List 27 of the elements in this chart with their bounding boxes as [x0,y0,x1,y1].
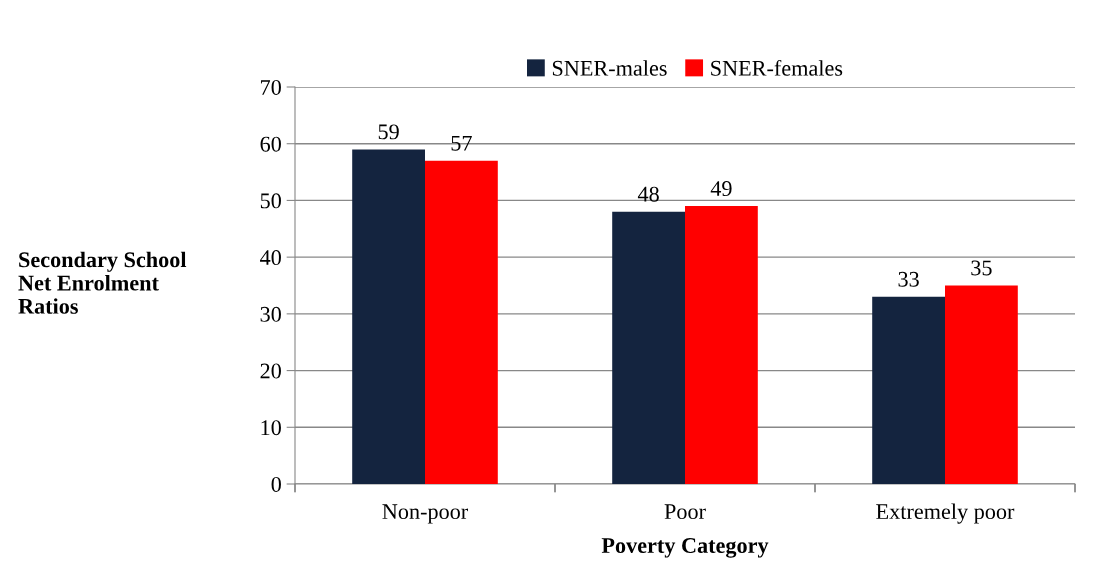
bar [425,160,498,484]
y-tick-label: 0 [271,476,281,492]
y-tick-label: 30 [260,306,281,322]
legend-label: SNER-males [552,60,667,76]
bar [685,206,758,484]
data-label: 35 [971,260,992,276]
x-tick-label: Poor [664,504,706,520]
bar [872,296,945,484]
y-tick-label: 60 [260,136,281,152]
bar [612,211,685,484]
data-label: 59 [378,124,399,140]
legend-label: SNER-females [711,59,843,76]
x-tick-label: Extremely poor [876,503,1015,524]
data-label: 33 [898,271,919,287]
data-label: 49 [710,181,732,197]
data-label: 48 [637,186,659,202]
y-tick-label: 50 [260,193,281,209]
x-axis-title: Poverty Category [601,538,769,558]
y-tick-label: 40 [260,250,281,266]
bar [352,149,425,484]
y-tick-label: 70 [261,79,281,95]
y-tick-label: 10 [261,420,281,436]
data-label: 57 [451,135,472,151]
y-tick-label: 20 [260,363,281,379]
x-tick-label: Non-poor [382,504,469,524]
y-axis-title: Secondary School Net Enrolment Ratios [18,251,187,314]
bar [945,285,1018,484]
